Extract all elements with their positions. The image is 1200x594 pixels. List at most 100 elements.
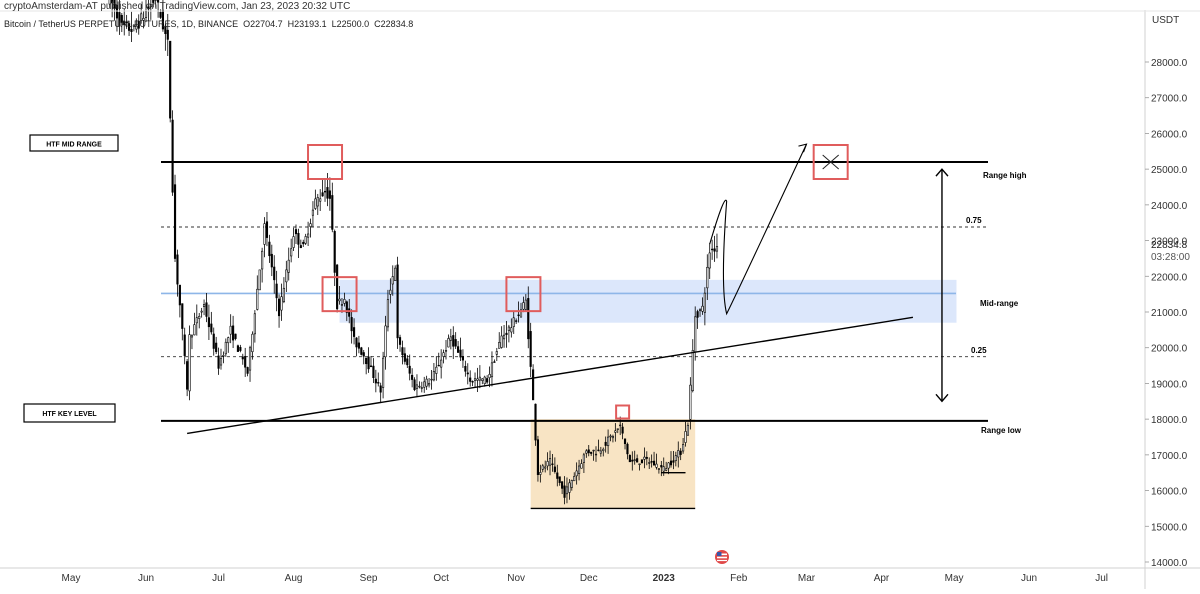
candle-body bbox=[530, 331, 532, 366]
candle-body bbox=[605, 442, 607, 445]
candle-body bbox=[622, 427, 624, 433]
candle-body bbox=[448, 338, 450, 347]
candle-body bbox=[174, 185, 176, 259]
candle-body bbox=[511, 328, 513, 332]
candle-body bbox=[394, 268, 396, 281]
candle-body bbox=[179, 285, 181, 305]
candle-body bbox=[694, 317, 696, 352]
candle-body bbox=[651, 461, 653, 462]
candle-body bbox=[247, 367, 249, 373]
candle-body bbox=[201, 311, 203, 312]
htf-mid-range-text: HTF MID RANGE bbox=[46, 142, 102, 149]
candle-body bbox=[377, 382, 379, 383]
candle-body bbox=[358, 343, 360, 348]
y-tick-label: 20000.0 bbox=[1151, 344, 1188, 355]
candle-body bbox=[220, 358, 222, 365]
us-flag-icon[interactable] bbox=[715, 550, 729, 564]
candle-body bbox=[421, 388, 423, 389]
x-tick-label: Nov bbox=[507, 573, 525, 584]
mid-range-label: Mid-range bbox=[980, 299, 1019, 308]
candle-body bbox=[494, 362, 496, 363]
y-tick-label: 15000.0 bbox=[1151, 522, 1188, 533]
candle-body bbox=[206, 303, 208, 317]
candle-body bbox=[644, 457, 646, 459]
candle-body bbox=[310, 224, 312, 227]
x-tick-label: Mar bbox=[798, 573, 816, 584]
candle-body bbox=[336, 265, 338, 309]
candle-body bbox=[409, 366, 411, 373]
price-countdown: 03:28:00 bbox=[1151, 252, 1190, 263]
candle-body bbox=[307, 234, 309, 237]
candle-body bbox=[295, 229, 297, 233]
fib-075-label: 0.75 bbox=[966, 216, 982, 225]
candle-body bbox=[677, 450, 679, 457]
candle-body bbox=[339, 299, 341, 301]
candle-body bbox=[443, 353, 445, 357]
candle-body bbox=[397, 265, 399, 338]
candle-body bbox=[479, 377, 481, 380]
candle-body bbox=[501, 336, 503, 348]
candle-body bbox=[242, 357, 244, 359]
candle-body bbox=[332, 195, 334, 229]
candle-body bbox=[317, 197, 319, 206]
candle-body bbox=[663, 467, 665, 471]
candle-body bbox=[341, 304, 343, 305]
candle-body bbox=[557, 473, 559, 479]
candle-body bbox=[322, 193, 324, 196]
candle-body bbox=[211, 324, 213, 332]
candle-body bbox=[264, 224, 266, 245]
candle-body bbox=[581, 464, 583, 469]
candle-body bbox=[615, 431, 617, 433]
candle-body bbox=[457, 347, 459, 353]
candle-body bbox=[583, 455, 585, 463]
candle-body bbox=[491, 363, 493, 377]
candle-body bbox=[189, 335, 191, 391]
candle-body bbox=[191, 336, 193, 337]
candle-body bbox=[433, 371, 435, 379]
y-tick-label: 21000.0 bbox=[1151, 308, 1188, 319]
candle-body bbox=[535, 404, 537, 440]
candle-body bbox=[407, 359, 409, 365]
candle-body bbox=[578, 466, 580, 474]
candle-body bbox=[612, 436, 614, 437]
candle-body bbox=[235, 334, 237, 339]
candle-body bbox=[252, 334, 254, 352]
candle-body bbox=[438, 365, 440, 366]
x-tick-label: Apr bbox=[874, 573, 890, 584]
candle-body bbox=[692, 350, 694, 390]
candle-body bbox=[685, 431, 687, 442]
candle-body bbox=[498, 342, 500, 348]
x-tick-label: Jun bbox=[138, 573, 154, 584]
candle-body bbox=[445, 350, 447, 351]
candle-body bbox=[196, 318, 198, 323]
candle-body bbox=[305, 236, 307, 243]
candle-body bbox=[658, 469, 660, 470]
candle-body bbox=[508, 327, 510, 331]
candle-body bbox=[298, 233, 300, 244]
candle-body bbox=[177, 255, 179, 284]
candle-body bbox=[561, 482, 563, 489]
candle-body bbox=[602, 449, 604, 451]
candle-body bbox=[593, 450, 595, 451]
candle-body bbox=[208, 318, 210, 327]
candle-body bbox=[402, 348, 404, 355]
currency-label: USDT bbox=[1152, 15, 1179, 26]
candle-body bbox=[472, 381, 474, 382]
candle-body bbox=[477, 379, 479, 381]
candle-body bbox=[716, 246, 718, 251]
candle-body bbox=[607, 437, 609, 446]
candle-body bbox=[699, 310, 701, 311]
x-tick-label: 2023 bbox=[653, 573, 676, 584]
candle-body bbox=[271, 254, 273, 267]
candle-body bbox=[232, 326, 234, 340]
candle-body bbox=[286, 270, 288, 282]
candle-body bbox=[254, 314, 256, 334]
candle-body bbox=[540, 472, 542, 474]
candle-body bbox=[184, 335, 186, 356]
candle-body bbox=[244, 356, 246, 367]
candle-body bbox=[513, 318, 515, 327]
candle-body bbox=[230, 326, 232, 334]
candle-body bbox=[414, 380, 416, 390]
candle-body bbox=[552, 464, 554, 465]
